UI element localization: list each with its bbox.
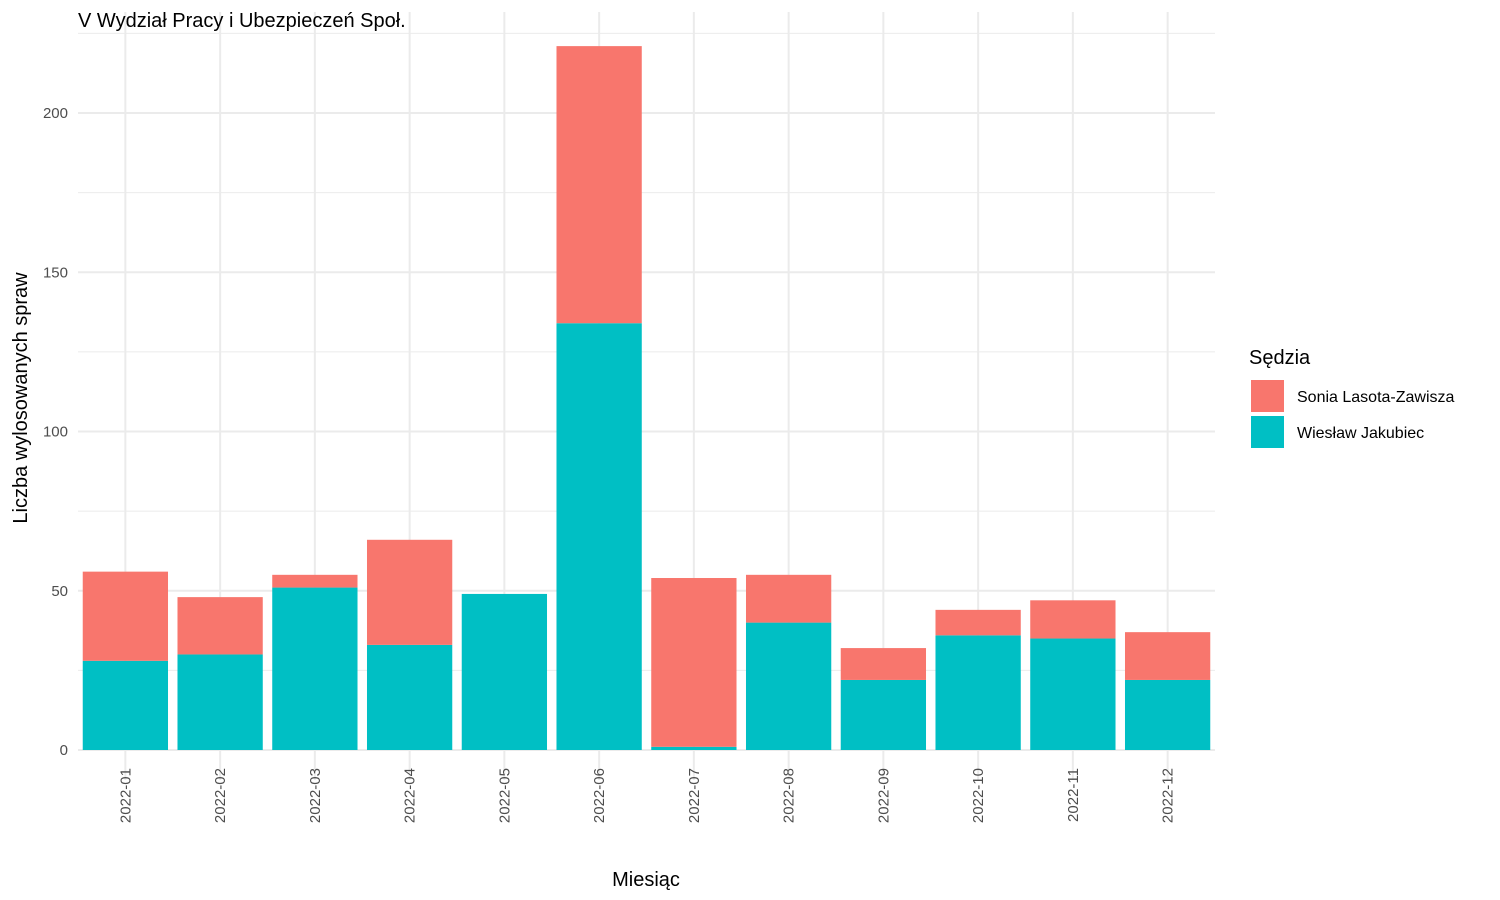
bar-segment [745,622,832,750]
x-tick-label: 2022-11 [1065,768,1082,822]
legend-items: Sonia Lasota-Zawisza Wiesław Jakubiec [1251,380,1455,448]
bar-segment [1124,679,1211,750]
legend-key [1251,380,1284,412]
y-axis-ticks: 0 50 100 150 200 [43,105,68,759]
bar-segment [272,574,358,588]
x-tick-label: 2022-09 [875,768,892,823]
bar-segment [651,578,737,747]
bar-segment [651,746,737,750]
bar-segment [177,597,263,655]
bar-segment [935,609,1021,636]
x-tick-label: 2022-06 [591,768,608,823]
bar-segment [366,644,453,750]
y-tick-label: 0 [60,742,68,759]
bar-segment [461,593,548,750]
bar-segment [935,635,1021,750]
bar-segment [840,648,927,680]
bar-segment [82,660,169,750]
legend-key [1251,416,1284,448]
bar-segment [556,46,642,324]
x-tick-label: 2022-10 [970,768,987,823]
x-tick-label: 2022-01 [117,768,134,823]
y-tick-label: 200 [43,105,68,122]
bar-segment [1124,632,1211,680]
x-tick-label: 2022-03 [307,768,324,823]
x-axis-ticks: 2022-01 2022-02 2022-03 2022-04 2022-05 2022-… [117,768,1176,823]
bar-segment [177,654,263,750]
x-tick-label: 2022-07 [686,768,703,823]
bar-segment [272,587,358,750]
bar-segment [82,571,169,661]
bar-segment [1030,600,1116,639]
bar-segment [1030,638,1116,750]
bar-segment [840,679,927,750]
x-axis-title: Miesiąc [612,869,680,891]
y-axis-title: Liczba wylosowanych spraw [10,272,32,524]
bar-segment [556,323,642,750]
legend-label: Sonia Lasota-Zawisza [1297,389,1455,406]
legend: Sędzia Sonia Lasota-Zawisza Wiesław Jakub… [1249,347,1455,448]
x-tick-label: 2022-05 [496,768,513,823]
y-tick-label: 50 [51,583,68,600]
y-tick-label: 150 [43,264,68,281]
legend-label: Wiesław Jakubiec [1297,425,1424,442]
bars [82,46,1211,750]
bar-segment [366,539,453,645]
x-tick-label: 2022-12 [1160,768,1177,823]
x-tick-label: 2022-02 [212,768,229,823]
x-tick-label: 2022-08 [781,768,798,823]
x-tick-label: 2022-04 [402,768,419,823]
bar-segment [745,574,832,623]
y-tick-label: 100 [43,424,68,441]
chart-title: V Wydział Pracy i Ubezpieczeń Społ. [78,10,406,32]
legend-title: Sędzia [1249,347,1311,369]
